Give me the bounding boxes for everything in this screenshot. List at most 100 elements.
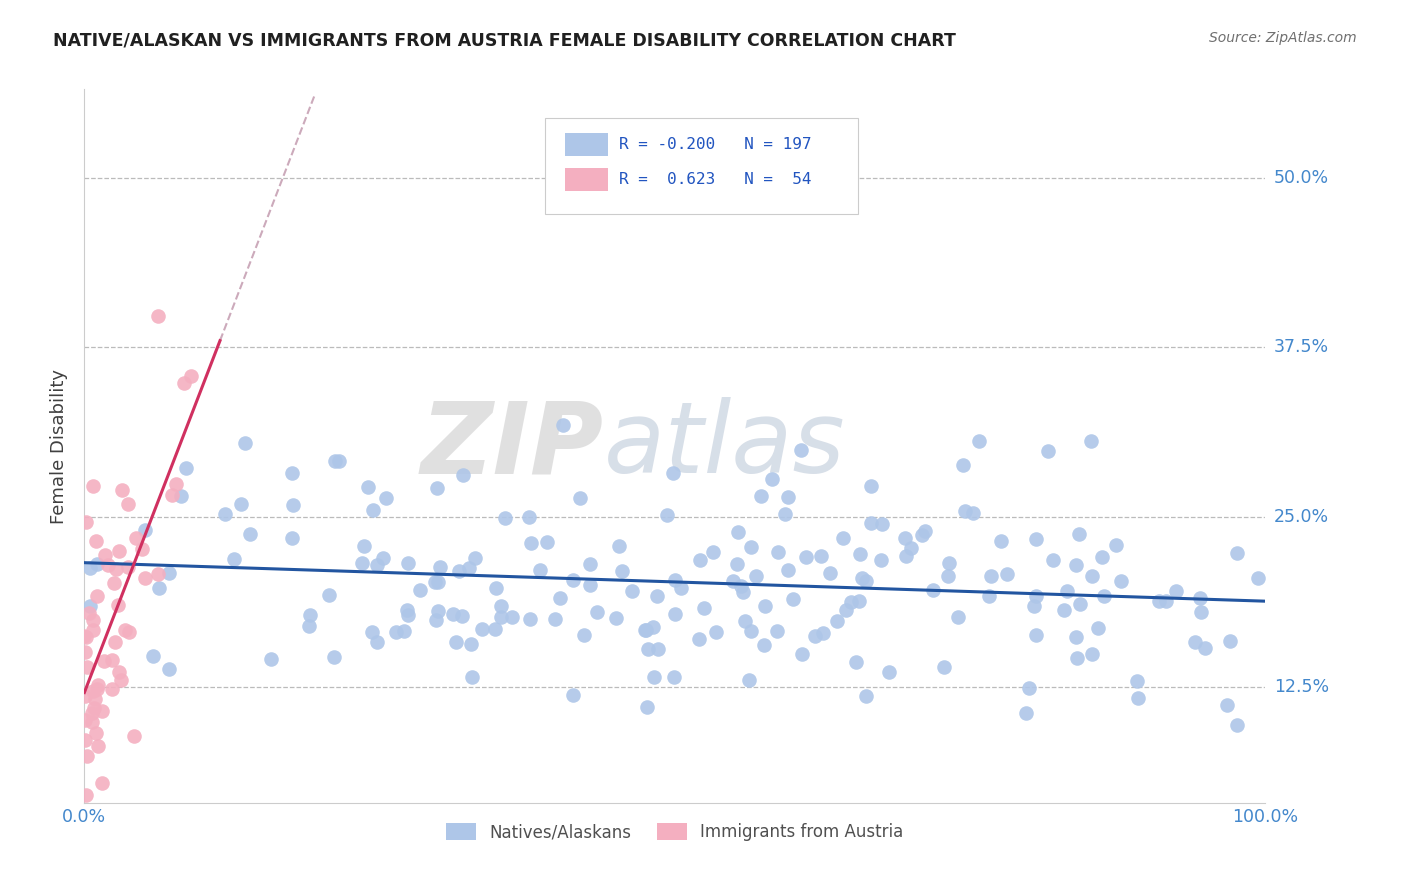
Point [361, 502, 384, 516]
Point [75, 713, 97, 727]
Point [134, 571, 156, 585]
Point [494, 510, 516, 524]
Point [855, 574, 877, 588]
Point [260, 652, 283, 666]
Point [529, 563, 551, 577]
Point [849, 547, 872, 561]
Point [911, 528, 934, 542]
FancyBboxPatch shape [546, 118, 858, 214]
Point [104, 562, 127, 576]
Point [458, 561, 481, 575]
Point [870, 552, 893, 566]
Point [82, 623, 104, 637]
Point [782, 591, 804, 606]
Point [1069, 597, 1091, 611]
Point [1066, 651, 1088, 665]
Point [776, 490, 799, 504]
Point [76, 659, 98, 673]
Point [75, 690, 97, 704]
Point [117, 497, 139, 511]
Point [1147, 593, 1170, 607]
Point [328, 454, 350, 468]
Point [900, 541, 922, 555]
Point [281, 498, 304, 512]
Point [1109, 574, 1132, 588]
Point [1042, 553, 1064, 567]
Point [657, 508, 679, 522]
Point [108, 544, 131, 558]
Point [953, 504, 976, 518]
Point [766, 624, 789, 639]
Point [366, 558, 388, 573]
Point [693, 601, 716, 615]
Point [820, 566, 842, 581]
Point [75, 515, 97, 529]
Point [375, 491, 398, 505]
Point [578, 578, 600, 592]
Point [773, 507, 796, 521]
Text: 50.0%: 50.0% [1274, 169, 1329, 186]
Point [395, 603, 418, 617]
Point [491, 610, 513, 624]
Point [766, 545, 789, 559]
Point [845, 655, 868, 669]
Point [94, 548, 117, 562]
Point [1189, 606, 1212, 620]
Point [501, 610, 523, 624]
Text: 12.5%: 12.5% [1274, 678, 1329, 697]
Point [224, 551, 246, 566]
Point [664, 573, 686, 587]
Point [848, 594, 870, 608]
Text: R =  0.623   N =  54: R = 0.623 N = 54 [620, 172, 811, 187]
Point [104, 635, 127, 649]
Point [749, 489, 772, 503]
Point [453, 468, 475, 483]
Point [1247, 571, 1270, 585]
Point [117, 560, 139, 574]
Point [101, 682, 124, 697]
Point [990, 533, 1012, 548]
Point [1154, 594, 1177, 608]
Point [409, 583, 432, 598]
Point [607, 540, 630, 554]
Point [572, 628, 595, 642]
Point [568, 491, 591, 506]
Point [980, 568, 1002, 582]
Point [82, 706, 104, 721]
Point [967, 434, 990, 448]
Point [776, 563, 799, 577]
Point [76, 748, 98, 763]
Point [103, 576, 125, 591]
Point [860, 516, 883, 530]
Point [706, 624, 728, 639]
Point [162, 488, 184, 502]
Point [1226, 546, 1249, 560]
Point [740, 624, 762, 638]
Point [485, 581, 508, 595]
Point [451, 608, 474, 623]
Point [118, 624, 141, 639]
Point [83, 692, 105, 706]
Point [371, 551, 394, 566]
Y-axis label: Female Disability: Female Disability [51, 368, 69, 524]
Point [938, 557, 960, 571]
Point [176, 461, 198, 475]
Point [914, 524, 936, 539]
Point [180, 369, 202, 384]
Point [114, 623, 136, 637]
Point [790, 442, 813, 457]
Point [73, 629, 96, 643]
Point [142, 649, 165, 664]
Point [661, 466, 683, 480]
Point [464, 550, 486, 565]
Point [233, 436, 256, 450]
Point [73, 645, 96, 659]
Point [647, 642, 669, 657]
Point [1194, 640, 1216, 655]
Point [87, 678, 110, 692]
Point [894, 532, 917, 546]
Point [396, 556, 419, 570]
Point [173, 376, 195, 390]
Point [1053, 603, 1076, 617]
Point [1069, 527, 1091, 541]
